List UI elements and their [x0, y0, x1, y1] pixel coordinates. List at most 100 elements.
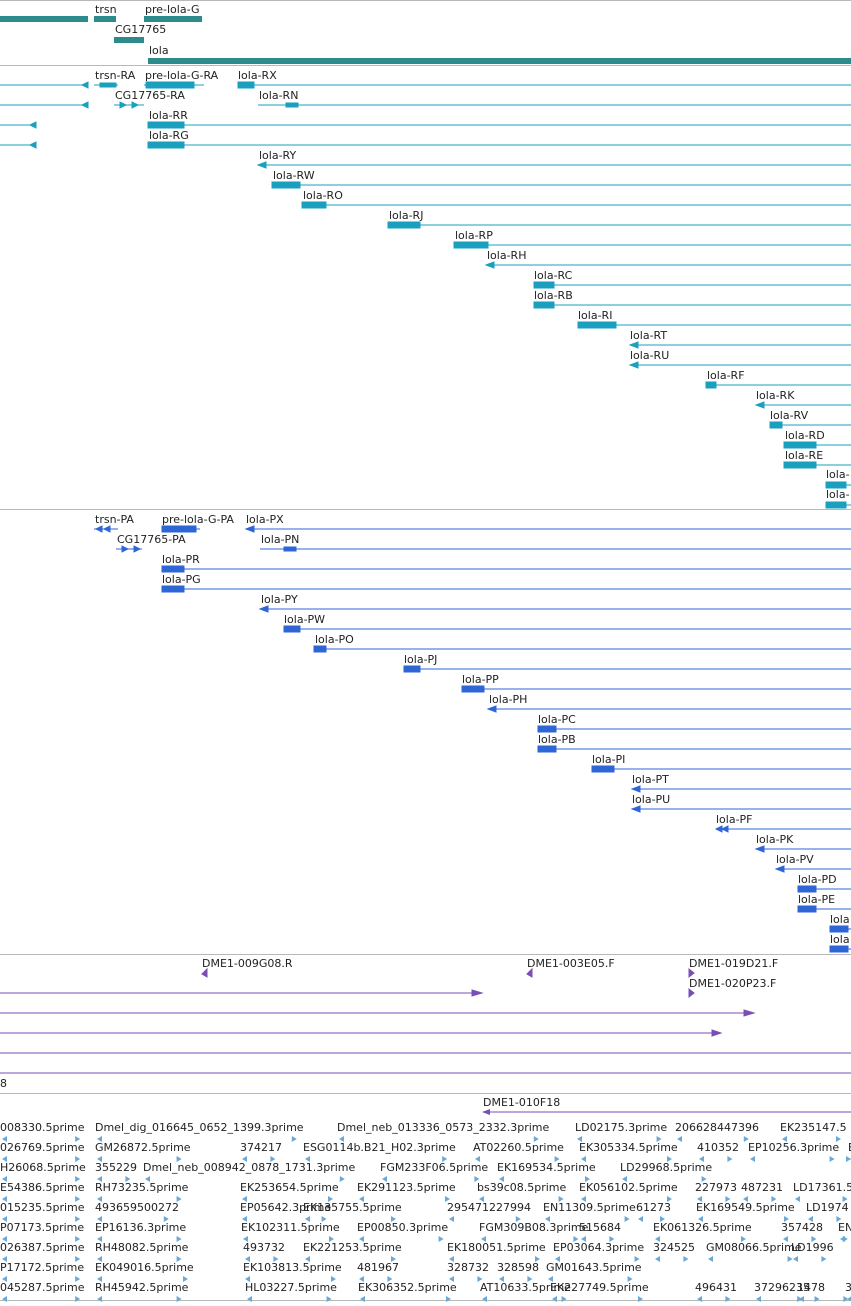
exon[interactable] — [769, 421, 783, 429]
exon[interactable] — [825, 481, 847, 489]
est-marker[interactable] — [527, 1276, 533, 1282]
cds[interactable] — [161, 525, 197, 533]
cds[interactable] — [283, 625, 301, 633]
est-marker[interactable] — [677, 1136, 682, 1142]
est-marker[interactable] — [727, 1156, 733, 1162]
est-marker[interactable] — [391, 1256, 396, 1262]
est-marker[interactable] — [656, 1136, 662, 1142]
exon[interactable] — [783, 441, 817, 449]
est-marker[interactable] — [581, 1156, 586, 1162]
est-marker[interactable] — [655, 1256, 660, 1262]
est-marker[interactable] — [811, 1236, 817, 1242]
est-marker[interactable] — [561, 1296, 567, 1302]
est-marker[interactable] — [75, 1176, 81, 1182]
est-marker[interactable] — [787, 1256, 793, 1262]
est-marker[interactable] — [634, 1256, 640, 1262]
exon[interactable] — [533, 301, 555, 309]
est-marker[interactable] — [829, 1156, 835, 1162]
est-marker[interactable] — [75, 1236, 81, 1242]
exon[interactable] — [783, 461, 817, 469]
est-marker[interactable] — [2, 1176, 7, 1182]
est-marker[interactable] — [535, 1256, 540, 1262]
est-marker[interactable] — [75, 1296, 81, 1302]
est-marker[interactable] — [725, 1196, 731, 1202]
gene-glyph[interactable] — [148, 58, 851, 64]
est-marker[interactable] — [391, 1216, 396, 1222]
est-marker[interactable] — [558, 1196, 564, 1202]
est-marker[interactable] — [75, 1136, 81, 1142]
est-marker[interactable] — [479, 1196, 484, 1202]
exon[interactable] — [825, 501, 847, 509]
exon[interactable] — [145, 81, 195, 89]
est-marker[interactable] — [782, 1136, 787, 1142]
est-marker[interactable] — [814, 1296, 820, 1302]
est-marker[interactable] — [75, 1216, 81, 1222]
est-marker[interactable] — [270, 1156, 276, 1162]
est-marker[interactable] — [552, 1296, 557, 1302]
est-marker[interactable] — [701, 1176, 707, 1182]
est-marker[interactable] — [305, 1256, 310, 1262]
est-marker[interactable] — [756, 1296, 761, 1302]
est-marker[interactable] — [683, 1256, 689, 1262]
est-marker[interactable] — [2, 1216, 7, 1222]
est-marker[interactable] — [75, 1256, 81, 1262]
est-marker[interactable] — [449, 1256, 454, 1262]
est-marker[interactable] — [555, 1256, 560, 1262]
est-marker[interactable] — [242, 1156, 247, 1162]
est-marker[interactable] — [97, 1176, 102, 1182]
est-marker[interactable] — [176, 1156, 182, 1162]
est-marker[interactable] — [97, 1136, 102, 1142]
est-marker[interactable] — [499, 1176, 504, 1182]
clone-end-marker[interactable] — [688, 987, 695, 999]
est-marker[interactable] — [2, 1136, 7, 1142]
est-marker[interactable] — [708, 1256, 713, 1262]
est-marker[interactable] — [481, 1236, 486, 1242]
cds[interactable] — [161, 565, 185, 573]
est-marker[interactable] — [750, 1156, 755, 1162]
est-marker[interactable] — [842, 1196, 848, 1202]
est-marker[interactable] — [743, 1136, 749, 1142]
est-marker[interactable] — [245, 1256, 250, 1262]
est-marker[interactable] — [360, 1296, 365, 1302]
gene-glyph[interactable] — [144, 16, 202, 22]
cds[interactable] — [591, 765, 615, 773]
est-marker[interactable] — [97, 1216, 102, 1222]
cds[interactable] — [797, 885, 817, 893]
est-marker[interactable] — [660, 1216, 665, 1222]
est-marker[interactable] — [533, 1136, 539, 1142]
exon[interactable] — [285, 102, 299, 108]
est-marker[interactable] — [725, 1296, 731, 1302]
est-marker[interactable] — [163, 1216, 169, 1222]
cds[interactable] — [537, 725, 557, 733]
clone-end-marker[interactable] — [201, 967, 208, 978]
est-marker[interactable] — [75, 1156, 81, 1162]
est-marker[interactable] — [339, 1136, 344, 1142]
est-marker[interactable] — [2, 1236, 7, 1242]
est-marker[interactable] — [176, 1196, 182, 1202]
est-marker[interactable] — [784, 1216, 789, 1222]
est-marker[interactable] — [624, 1216, 630, 1222]
gene-glyph[interactable] — [0, 16, 88, 22]
est-marker[interactable] — [697, 1196, 702, 1202]
est-marker[interactable] — [445, 1196, 450, 1202]
exon[interactable] — [533, 281, 555, 289]
gene-glyph[interactable] — [94, 16, 116, 22]
est-marker[interactable] — [339, 1176, 345, 1182]
est-marker[interactable] — [699, 1156, 704, 1162]
est-marker[interactable] — [741, 1236, 746, 1242]
exon[interactable] — [237, 81, 255, 89]
est-marker[interactable] — [449, 1276, 454, 1282]
est-marker[interactable] — [609, 1236, 615, 1242]
est-marker[interactable] — [482, 1296, 487, 1302]
est-marker[interactable] — [2, 1256, 7, 1262]
est-marker[interactable] — [697, 1296, 702, 1302]
est-marker[interactable] — [2, 1296, 7, 1302]
est-marker[interactable] — [242, 1216, 247, 1222]
est-marker[interactable] — [585, 1176, 590, 1182]
est-marker[interactable] — [328, 1196, 333, 1202]
est-marker[interactable] — [446, 1296, 451, 1302]
exon[interactable] — [147, 141, 185, 149]
est-marker[interactable] — [667, 1156, 672, 1162]
est-marker[interactable] — [2, 1276, 7, 1282]
est-marker[interactable] — [843, 1296, 849, 1302]
